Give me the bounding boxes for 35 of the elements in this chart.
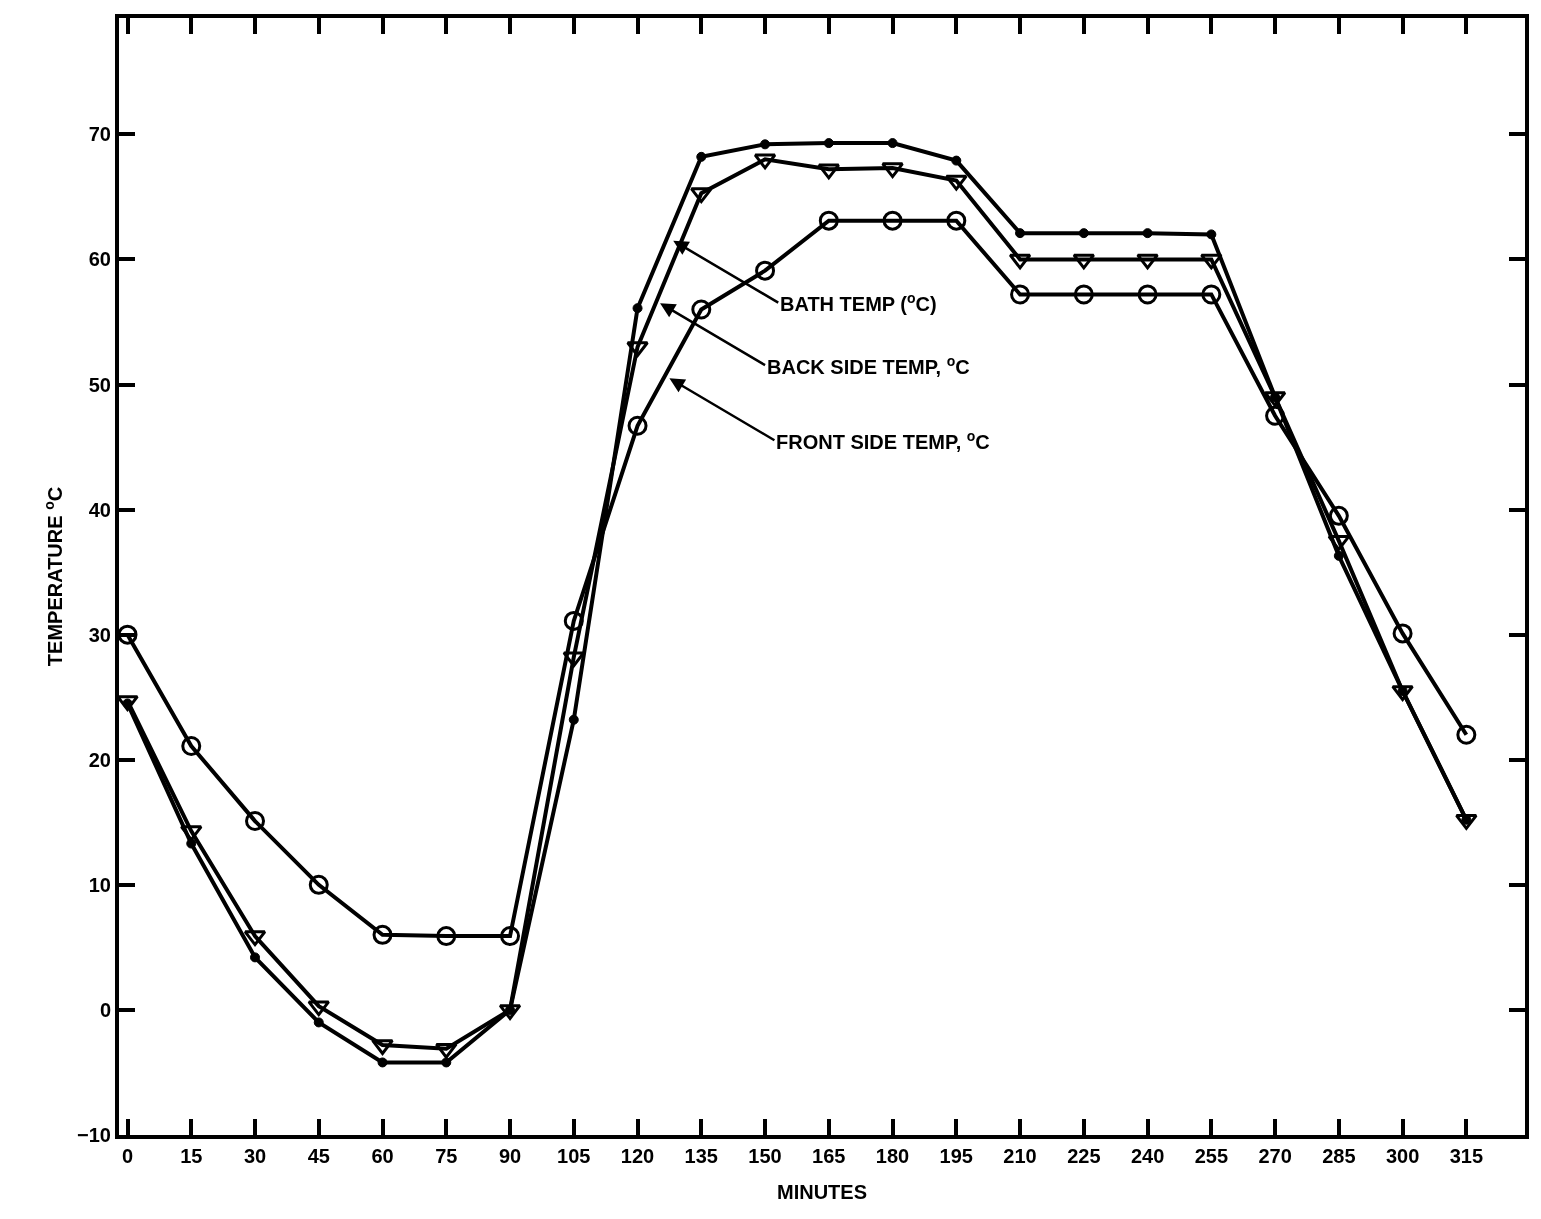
x-tick-label: 60: [371, 1145, 394, 1167]
x-tick-label: 105: [557, 1145, 591, 1167]
y-tick-label: 40: [88, 498, 111, 521]
y-tick-label: 30: [88, 623, 111, 646]
x-tick-label: 90: [498, 1145, 522, 1167]
x-tick-label: 165: [812, 1145, 846, 1167]
y-tick-label: 50: [88, 373, 111, 396]
x-tick-label: 75: [435, 1145, 458, 1167]
y-tick-label: 20: [88, 748, 111, 771]
y-tick-label: 60: [88, 248, 111, 271]
annotation: BACK SIDE TEMP, $^{o}$C: [767, 353, 970, 379]
y-tick-label: 0: [99, 998, 111, 1021]
x-tick-label: 240: [1130, 1145, 1165, 1167]
x-tick-label: 210: [1003, 1145, 1037, 1167]
x-tick-label: 0: [121, 1145, 134, 1167]
x-tick-label: 15: [180, 1145, 203, 1167]
x-tick-label: 315: [1449, 1145, 1484, 1167]
y-tick-label: −10: [77, 1124, 111, 1146]
x-tick-label: 255: [1194, 1145, 1229, 1167]
x-tick-label: 120: [620, 1145, 655, 1167]
x-tick-label: 285: [1322, 1145, 1356, 1167]
x-tick-label: 30: [243, 1145, 267, 1167]
x-tick-label: 45: [307, 1145, 330, 1167]
x-tick-label: 150: [748, 1145, 782, 1167]
x-tick-label: 300: [1385, 1145, 1420, 1167]
y-tick-label: 10: [88, 873, 111, 896]
annotation: FRONT SIDE TEMP, $^{o}$C: [776, 428, 990, 454]
x-axis-title: MINUTES: [777, 1181, 867, 1203]
x-tick-label: 180: [875, 1145, 910, 1167]
y-tick-label: 70: [88, 123, 111, 146]
x-tick-label: 270: [1258, 1145, 1292, 1167]
annotation: BATH TEMP ($^{o}$C): [780, 290, 937, 316]
x-tick-label: 195: [939, 1145, 973, 1167]
x-tick-label: 225: [1067, 1145, 1101, 1167]
x-tick-label: 135: [684, 1145, 718, 1167]
